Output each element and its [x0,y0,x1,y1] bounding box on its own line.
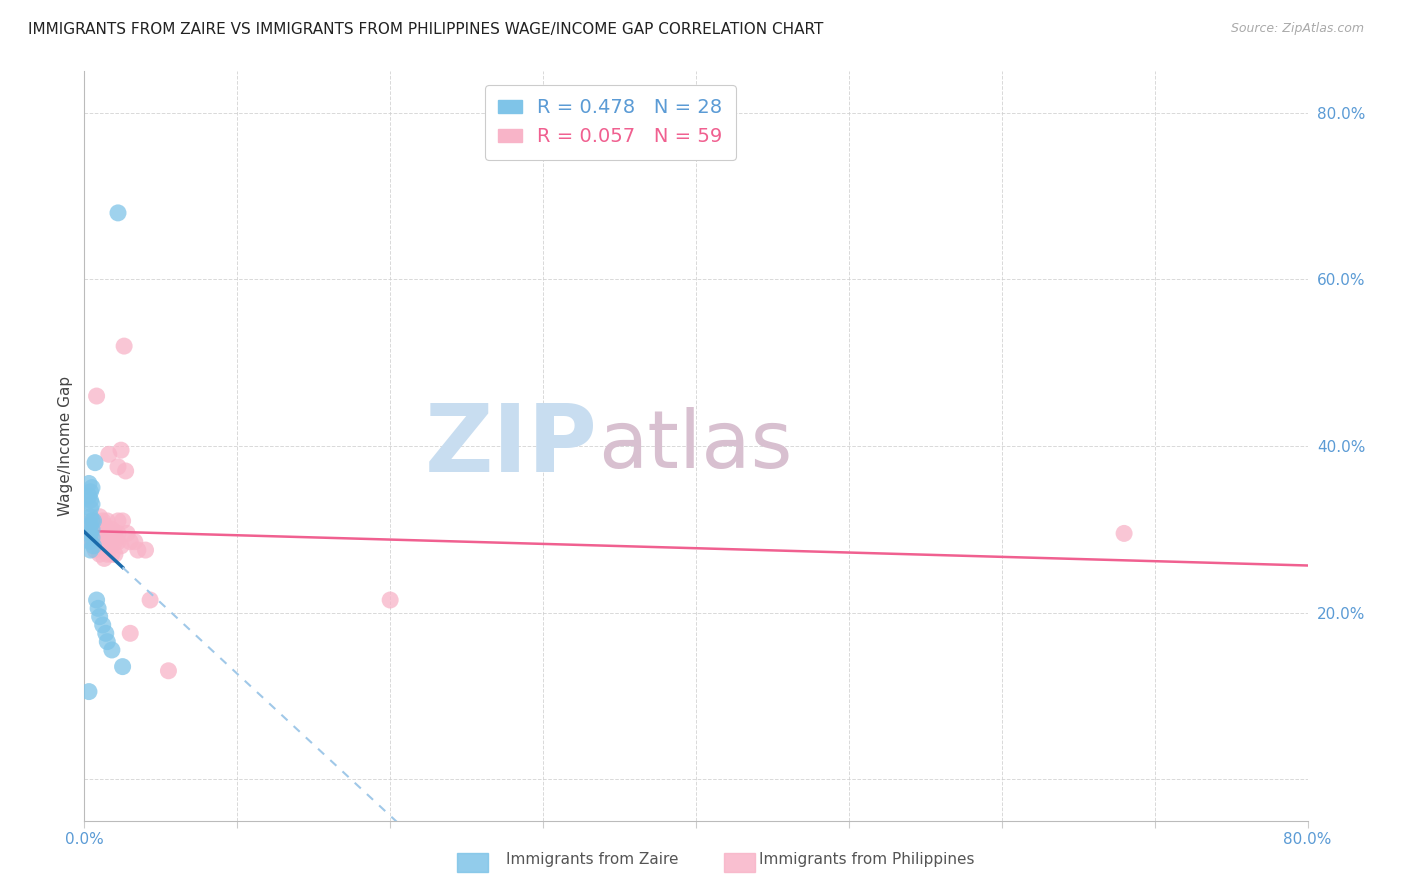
Point [79,518,101,533]
Point [84,456,107,470]
Point [77,489,100,503]
Point [110,539,132,553]
Point [80,522,103,536]
Text: Source: ZipAtlas.com: Source: ZipAtlas.com [1230,22,1364,36]
Point [89,609,111,624]
Point [83,526,105,541]
Point [89,547,111,561]
Point [120,626,142,640]
Point [89,509,111,524]
Point [91,514,114,528]
Point [84,534,107,549]
Point [110,443,132,458]
Point [112,339,135,353]
Point [96,526,118,541]
Point [87,534,110,549]
Text: ZIP: ZIP [425,400,598,492]
Point [96,547,118,561]
Text: Immigrants from Zaire: Immigrants from Zaire [506,852,679,867]
Point [120,534,142,549]
Point [83,539,105,553]
Text: atlas: atlas [598,407,793,485]
Point [107,514,129,528]
Point [124,534,146,549]
Point [80,531,103,545]
Point [101,534,124,549]
Point [79,509,101,524]
Point [101,547,124,561]
Point [98,526,121,541]
Point [93,551,115,566]
Point [83,522,105,536]
Point [127,543,149,558]
Point [107,206,129,220]
Point [89,534,111,549]
Point [80,481,103,495]
Point [96,534,118,549]
Point [93,543,115,558]
Point [111,659,134,673]
Point [93,518,115,533]
Point [89,518,111,533]
Point [107,459,129,474]
Point [1114,526,1136,541]
Point [79,501,101,516]
Point [114,464,136,478]
Point [80,534,103,549]
Point [89,526,111,541]
Point [79,493,101,508]
Point [107,534,129,549]
Point [93,531,115,545]
Point [94,534,117,549]
Point [135,543,157,558]
Point [80,526,103,541]
Point [96,514,118,528]
Point [139,593,162,607]
Point [87,601,110,615]
Point [101,522,124,536]
Point [79,543,101,558]
Point [79,534,101,549]
Legend: R = 0.478   N = 28, R = 0.057   N = 59: R = 0.478 N = 28, R = 0.057 N = 59 [485,85,735,160]
Point [77,684,100,698]
Point [107,526,129,541]
Point [91,618,114,632]
Point [80,497,103,511]
Point [115,526,138,541]
Point [98,534,121,549]
Point [83,514,105,528]
Point [80,514,103,528]
Point [79,484,101,499]
Point [79,518,101,533]
Point [83,534,105,549]
Point [79,526,101,541]
Text: Immigrants from Philippines: Immigrants from Philippines [759,852,974,867]
Point [111,514,134,528]
Point [87,526,110,541]
Point [104,534,127,549]
Point [86,389,108,403]
Point [79,526,101,541]
Point [157,664,180,678]
Y-axis label: Wage/Income Gap: Wage/Income Gap [58,376,73,516]
Point [380,593,402,607]
Point [80,514,103,528]
Point [91,526,114,541]
Point [86,593,108,607]
Point [94,626,117,640]
Point [84,518,107,533]
Point [101,643,124,657]
Point [104,547,127,561]
Point [77,476,100,491]
Point [96,634,118,648]
Point [97,447,120,461]
Text: IMMIGRANTS FROM ZAIRE VS IMMIGRANTS FROM PHILIPPINES WAGE/INCOME GAP CORRELATION: IMMIGRANTS FROM ZAIRE VS IMMIGRANTS FROM… [28,22,824,37]
Point [84,543,107,558]
Point [104,526,127,541]
Point [84,526,107,541]
